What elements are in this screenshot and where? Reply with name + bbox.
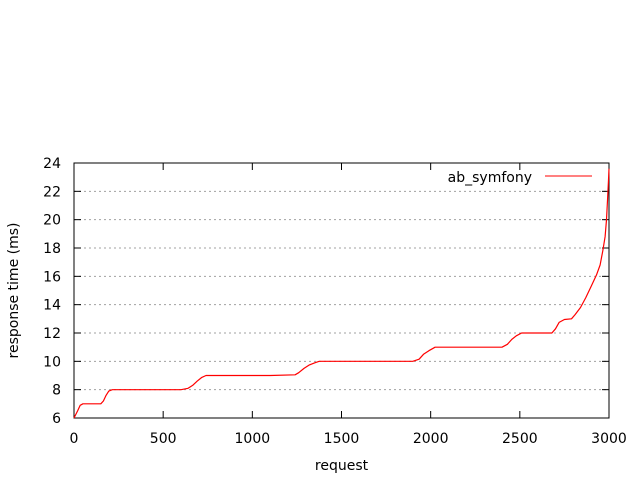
plot-frame [73, 162, 610, 419]
y-tick-label-18: 18 [43, 241, 61, 257]
grid-lines [74, 190, 609, 391]
x-tick-label-1500: 1500 [324, 431, 360, 447]
y-tick-label-14: 14 [43, 298, 61, 314]
y-tick-label-16: 16 [43, 269, 61, 285]
y-tick-label-8: 8 [52, 383, 61, 399]
legend-label-ab-symfony: ab_symfony [448, 170, 532, 186]
y-tick-label-12: 12 [43, 326, 61, 342]
y-tick-label-24: 24 [43, 156, 61, 172]
x-tick-label-3000: 3000 [591, 431, 627, 447]
series-layer [73, 168, 610, 419]
x-tick-label-2000: 2000 [413, 431, 449, 447]
legend: ab_symfony [448, 170, 592, 186]
x-axis-label: request [315, 458, 369, 474]
y-tick-label-22: 22 [43, 184, 61, 200]
y-tick-label-6: 6 [52, 411, 61, 427]
y-tick-label-20: 20 [43, 213, 61, 229]
y-tick-label-10: 10 [43, 354, 61, 370]
axis-ticks: 6 8 10 12 14 16 18 20 22 24 0 500 1000 1500 2000 2500 30… [43, 156, 627, 447]
y-axis-label: response time (ms) [6, 223, 22, 359]
x-tick-label-2500: 2500 [502, 431, 538, 447]
x-tick-label-0: 0 [70, 431, 79, 447]
x-tick-label-500: 500 [150, 431, 177, 447]
series-line-ab-symfony [73, 168, 610, 419]
x-tick-label-1000: 1000 [235, 431, 271, 447]
